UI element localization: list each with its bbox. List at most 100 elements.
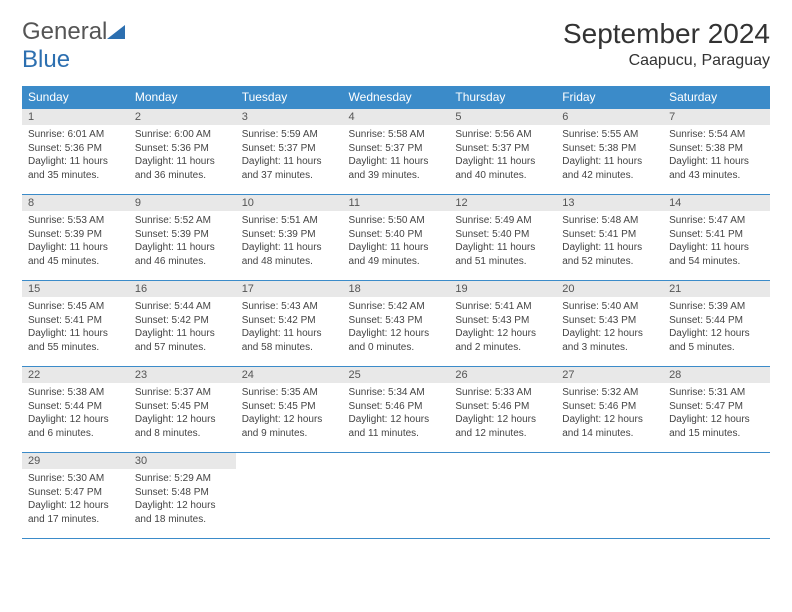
day-number: 27: [556, 367, 663, 383]
day-number: 23: [129, 367, 236, 383]
day-line: Daylight: 12 hours: [135, 499, 230, 513]
day-details: Sunrise: 5:32 AMSunset: 5:46 PMDaylight:…: [556, 383, 663, 444]
day-details: Sunrise: 5:30 AMSunset: 5:47 PMDaylight:…: [22, 469, 129, 530]
day-cell: 11Sunrise: 5:50 AMSunset: 5:40 PMDayligh…: [343, 195, 450, 281]
day-details: Sunrise: 5:34 AMSunset: 5:46 PMDaylight:…: [343, 383, 450, 444]
day-details: Sunrise: 5:48 AMSunset: 5:41 PMDaylight:…: [556, 211, 663, 272]
day-cell: 30Sunrise: 5:29 AMSunset: 5:48 PMDayligh…: [129, 453, 236, 539]
day-cell: 8Sunrise: 5:53 AMSunset: 5:39 PMDaylight…: [22, 195, 129, 281]
day-line: and 5 minutes.: [669, 341, 764, 355]
day-line: and 3 minutes.: [562, 341, 657, 355]
day-line: Sunrise: 5:44 AM: [135, 300, 230, 314]
day-details: Sunrise: 5:37 AMSunset: 5:45 PMDaylight:…: [129, 383, 236, 444]
day-cell: 15Sunrise: 5:45 AMSunset: 5:41 PMDayligh…: [22, 281, 129, 367]
day-line: Sunrise: 5:42 AM: [349, 300, 444, 314]
day-details: Sunrise: 5:39 AMSunset: 5:44 PMDaylight:…: [663, 297, 770, 358]
day-line: and 43 minutes.: [669, 169, 764, 183]
day-number: 22: [22, 367, 129, 383]
day-number: 6: [556, 109, 663, 125]
day-line: Sunrise: 5:52 AM: [135, 214, 230, 228]
day-line: and 9 minutes.: [242, 427, 337, 441]
day-line: and 51 minutes.: [455, 255, 550, 269]
day-line: Sunrise: 5:32 AM: [562, 386, 657, 400]
day-cell: 6Sunrise: 5:55 AMSunset: 5:38 PMDaylight…: [556, 109, 663, 195]
day-number: 18: [343, 281, 450, 297]
day-line: and 54 minutes.: [669, 255, 764, 269]
day-line: Daylight: 12 hours: [562, 413, 657, 427]
day-line: Daylight: 12 hours: [135, 413, 230, 427]
empty-cell: [663, 453, 770, 539]
day-line: Sunrise: 5:29 AM: [135, 472, 230, 486]
day-details: Sunrise: 5:55 AMSunset: 5:38 PMDaylight:…: [556, 125, 663, 186]
day-details: Sunrise: 5:52 AMSunset: 5:39 PMDaylight:…: [129, 211, 236, 272]
day-line: Daylight: 11 hours: [242, 327, 337, 341]
day-details: Sunrise: 5:38 AMSunset: 5:44 PMDaylight:…: [22, 383, 129, 444]
day-line: and 48 minutes.: [242, 255, 337, 269]
day-line: Daylight: 11 hours: [28, 241, 123, 255]
day-line: Sunrise: 5:34 AM: [349, 386, 444, 400]
day-line: Daylight: 11 hours: [135, 241, 230, 255]
day-cell: 19Sunrise: 5:41 AMSunset: 5:43 PMDayligh…: [449, 281, 556, 367]
day-line: Daylight: 11 hours: [28, 155, 123, 169]
day-details: Sunrise: 5:44 AMSunset: 5:42 PMDaylight:…: [129, 297, 236, 358]
day-line: Sunset: 5:39 PM: [135, 228, 230, 242]
day-line: Sunset: 5:44 PM: [669, 314, 764, 328]
logo-text: General Blue: [22, 18, 129, 74]
day-cell: 14Sunrise: 5:47 AMSunset: 5:41 PMDayligh…: [663, 195, 770, 281]
day-cell: 22Sunrise: 5:38 AMSunset: 5:44 PMDayligh…: [22, 367, 129, 453]
day-line: Sunrise: 5:50 AM: [349, 214, 444, 228]
day-number: 2: [129, 109, 236, 125]
day-cell: 7Sunrise: 5:54 AMSunset: 5:38 PMDaylight…: [663, 109, 770, 195]
day-line: and 15 minutes.: [669, 427, 764, 441]
day-line: Daylight: 11 hours: [242, 241, 337, 255]
day-line: and 45 minutes.: [28, 255, 123, 269]
day-cell: 9Sunrise: 5:52 AMSunset: 5:39 PMDaylight…: [129, 195, 236, 281]
day-line: Daylight: 11 hours: [669, 155, 764, 169]
empty-cell: [343, 453, 450, 539]
day-line: and 17 minutes.: [28, 513, 123, 527]
empty-cell: [236, 453, 343, 539]
day-number: 16: [129, 281, 236, 297]
day-details: Sunrise: 5:29 AMSunset: 5:48 PMDaylight:…: [129, 469, 236, 530]
day-line: Daylight: 11 hours: [135, 155, 230, 169]
day-number: 26: [449, 367, 556, 383]
day-line: and 11 minutes.: [349, 427, 444, 441]
day-line: and 40 minutes.: [455, 169, 550, 183]
day-line: Sunrise: 5:40 AM: [562, 300, 657, 314]
logo-word2: Blue: [22, 46, 70, 73]
day-cell: 3Sunrise: 5:59 AMSunset: 5:37 PMDaylight…: [236, 109, 343, 195]
day-details: Sunrise: 5:56 AMSunset: 5:37 PMDaylight:…: [449, 125, 556, 186]
weekday-header: Saturday: [663, 86, 770, 109]
day-line: and 6 minutes.: [28, 427, 123, 441]
weekday-header: Thursday: [449, 86, 556, 109]
day-number: 5: [449, 109, 556, 125]
day-cell: 4Sunrise: 5:58 AMSunset: 5:37 PMDaylight…: [343, 109, 450, 195]
day-line: Sunrise: 5:48 AM: [562, 214, 657, 228]
day-line: Sunset: 5:42 PM: [135, 314, 230, 328]
calendar-row: 22Sunrise: 5:38 AMSunset: 5:44 PMDayligh…: [22, 367, 770, 453]
header: General Blue September 2024 Caapucu, Par…: [22, 18, 770, 74]
day-cell: 5Sunrise: 5:56 AMSunset: 5:37 PMDaylight…: [449, 109, 556, 195]
day-line: Sunrise: 5:39 AM: [669, 300, 764, 314]
day-line: and 37 minutes.: [242, 169, 337, 183]
day-number: 25: [343, 367, 450, 383]
day-line: Sunset: 5:37 PM: [349, 142, 444, 156]
day-details: Sunrise: 5:41 AMSunset: 5:43 PMDaylight:…: [449, 297, 556, 358]
day-details: Sunrise: 5:45 AMSunset: 5:41 PMDaylight:…: [22, 297, 129, 358]
day-line: and 42 minutes.: [562, 169, 657, 183]
day-cell: 12Sunrise: 5:49 AMSunset: 5:40 PMDayligh…: [449, 195, 556, 281]
day-cell: 29Sunrise: 5:30 AMSunset: 5:47 PMDayligh…: [22, 453, 129, 539]
calendar-row: 8Sunrise: 5:53 AMSunset: 5:39 PMDaylight…: [22, 195, 770, 281]
day-line: and 8 minutes.: [135, 427, 230, 441]
day-line: Sunset: 5:41 PM: [28, 314, 123, 328]
day-line: and 39 minutes.: [349, 169, 444, 183]
day-cell: 21Sunrise: 5:39 AMSunset: 5:44 PMDayligh…: [663, 281, 770, 367]
day-line: and 35 minutes.: [28, 169, 123, 183]
day-line: and 55 minutes.: [28, 341, 123, 355]
day-details: Sunrise: 5:59 AMSunset: 5:37 PMDaylight:…: [236, 125, 343, 186]
calendar-row: 1Sunrise: 6:01 AMSunset: 5:36 PMDaylight…: [22, 109, 770, 195]
day-line: Daylight: 12 hours: [28, 413, 123, 427]
day-line: and 18 minutes.: [135, 513, 230, 527]
day-line: Sunset: 5:41 PM: [562, 228, 657, 242]
day-line: Sunset: 5:40 PM: [455, 228, 550, 242]
